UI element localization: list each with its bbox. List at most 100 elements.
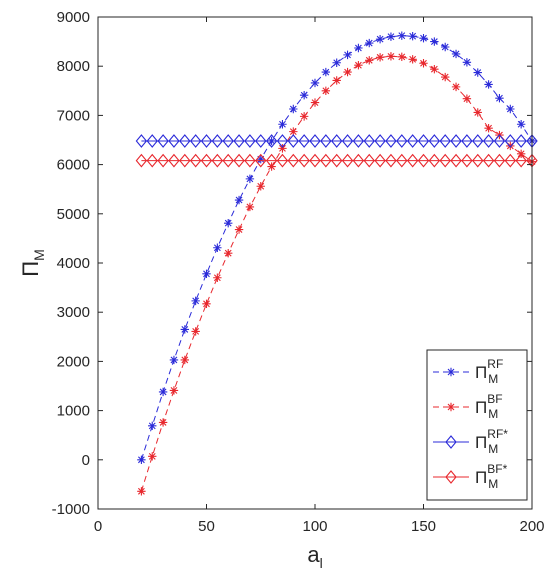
data-point-diamond bbox=[200, 134, 213, 148]
data-point-star bbox=[256, 154, 265, 164]
data-point-star bbox=[516, 120, 526, 129]
data-point-star bbox=[321, 86, 331, 95]
y-axis-label-main: Π bbox=[18, 261, 43, 277]
legend-label-sub: M bbox=[488, 407, 498, 421]
data-point-diamond bbox=[439, 153, 451, 168]
legend-label-main: Π bbox=[475, 363, 487, 382]
y-tick-label: 9000 bbox=[57, 9, 90, 26]
x-tick-label: 200 bbox=[519, 518, 544, 535]
data-point-star bbox=[180, 355, 189, 365]
data-point-diamond bbox=[482, 153, 495, 168]
data-point-star bbox=[289, 104, 298, 114]
data-point-diamond bbox=[493, 153, 506, 168]
data-point-star bbox=[137, 487, 146, 496]
data-point-star bbox=[354, 61, 363, 70]
data-point-star bbox=[408, 55, 417, 64]
x-tick-label: 150 bbox=[411, 518, 436, 535]
x-axis-label: al bbox=[307, 542, 322, 571]
data-point-diamond bbox=[330, 134, 343, 148]
data-point-diamond bbox=[309, 134, 321, 148]
data-point-diamond bbox=[276, 153, 289, 168]
data-point-star bbox=[375, 34, 385, 44]
data-point-star bbox=[484, 80, 493, 89]
data-point-diamond bbox=[189, 153, 202, 168]
data-point-diamond bbox=[179, 153, 191, 168]
data-point-diamond bbox=[211, 134, 224, 148]
data-point-diamond bbox=[417, 153, 430, 168]
legend-marker-star bbox=[446, 367, 456, 377]
data-point-diamond bbox=[428, 134, 441, 148]
series-rf-star bbox=[135, 134, 538, 148]
data-point-diamond bbox=[472, 134, 484, 148]
data-point-star bbox=[289, 127, 298, 136]
legend-label-sup: BF* bbox=[487, 462, 507, 476]
data-point-diamond bbox=[341, 134, 354, 148]
legend-marker-star bbox=[446, 402, 456, 412]
data-point-star bbox=[299, 112, 309, 121]
data-point-diamond bbox=[233, 134, 245, 148]
data-point-diamond bbox=[244, 153, 256, 168]
data-point-star bbox=[332, 58, 341, 67]
data-point-diamond bbox=[341, 153, 354, 168]
data-point-star bbox=[137, 455, 146, 464]
data-point-star bbox=[408, 31, 417, 41]
data-point-star bbox=[451, 49, 461, 59]
data-point-diamond bbox=[482, 134, 495, 148]
data-point-star bbox=[234, 225, 244, 234]
data-point-star bbox=[473, 108, 482, 117]
data-point-star bbox=[180, 325, 189, 334]
data-point-diamond bbox=[406, 153, 419, 168]
legend-box bbox=[426, 349, 528, 501]
data-point-star bbox=[430, 37, 439, 46]
data-point-diamond bbox=[179, 134, 191, 148]
data-point-diamond bbox=[352, 153, 365, 168]
data-point-diamond bbox=[493, 134, 506, 148]
data-point-star bbox=[321, 67, 331, 77]
data-point-star bbox=[386, 52, 396, 61]
data-point-star bbox=[245, 202, 255, 212]
x-axis-label-sub: l bbox=[320, 555, 323, 571]
data-point-star bbox=[419, 33, 428, 43]
data-point-diamond bbox=[222, 134, 234, 148]
data-point-diamond bbox=[450, 153, 462, 168]
data-point-star bbox=[365, 38, 374, 48]
data-point-star bbox=[169, 386, 179, 395]
data-point-diamond bbox=[428, 153, 441, 168]
x-tick-label: 50 bbox=[198, 518, 215, 535]
data-point-star bbox=[169, 355, 179, 365]
data-point-diamond bbox=[168, 153, 180, 168]
data-point-diamond bbox=[472, 153, 484, 168]
data-point-diamond bbox=[374, 134, 386, 148]
data-point-diamond bbox=[363, 134, 375, 148]
data-point-diamond bbox=[417, 134, 430, 148]
data-point-diamond bbox=[461, 153, 473, 168]
data-point-star bbox=[506, 104, 515, 114]
data-point-diamond bbox=[211, 153, 224, 168]
legend-label: ΠMRF* bbox=[475, 427, 508, 456]
data-point-star bbox=[397, 52, 406, 62]
data-point-star bbox=[191, 296, 200, 306]
data-point-diamond bbox=[515, 134, 527, 148]
y-tick-label: -1000 bbox=[52, 501, 90, 518]
x-axis-label-main: a bbox=[307, 542, 320, 567]
data-point-star bbox=[365, 56, 374, 65]
data-point-diamond bbox=[330, 153, 343, 168]
y-axis-label-sub: M bbox=[31, 249, 47, 261]
y-tick-label: 7000 bbox=[57, 107, 90, 124]
data-point-star bbox=[430, 64, 439, 74]
data-point-star bbox=[310, 98, 320, 107]
data-point-star bbox=[158, 387, 168, 397]
data-point-diamond bbox=[352, 134, 365, 148]
data-point-star bbox=[213, 273, 222, 282]
data-point-star bbox=[191, 327, 200, 336]
legend-label-sub: M bbox=[488, 477, 498, 491]
series-layer bbox=[135, 31, 538, 496]
data-point-diamond bbox=[406, 134, 419, 148]
data-point-star bbox=[343, 50, 352, 60]
data-point-diamond bbox=[255, 153, 267, 168]
data-point-star bbox=[484, 123, 493, 133]
data-point-diamond bbox=[504, 134, 517, 148]
ticks-layer: 0 50 100 150 200-100001000200030004000500060… bbox=[52, 9, 545, 535]
